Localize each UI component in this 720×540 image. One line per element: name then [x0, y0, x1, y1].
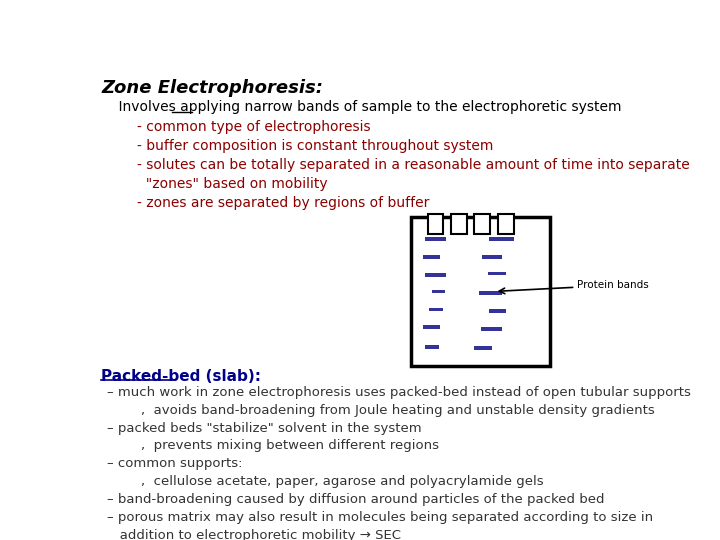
Bar	[474, 347, 492, 350]
Bar	[489, 237, 514, 241]
Bar	[423, 255, 440, 259]
Text: Packed-bed (slab):: Packed-bed (slab):	[101, 369, 261, 384]
Text: ,  cellulose acetate, paper, agarose and polyacrylamide gels: , cellulose acetate, paper, agarose and …	[107, 475, 544, 488]
Bar	[451, 214, 467, 234]
Bar	[411, 217, 550, 366]
Text: addition to electrophoretic mobility → SEC: addition to electrophoretic mobility → S…	[107, 529, 401, 540]
Text: – porous matrix may also result in molecules being separated according to size i: – porous matrix may also result in molec…	[107, 511, 653, 524]
Bar	[480, 291, 502, 295]
Text: Protein bands: Protein bands	[577, 280, 648, 290]
Text: – band-broadening caused by diffusion around particles of the packed bed: – band-broadening caused by diffusion ar…	[107, 493, 604, 506]
Bar	[481, 327, 503, 330]
Bar	[489, 309, 505, 313]
Text: Involves applying narrow bands of sample to the electrophoretic system: Involves applying narrow bands of sample…	[101, 100, 621, 114]
Bar	[425, 345, 438, 349]
Text: ,  prevents mixing between different regions: , prevents mixing between different regi…	[107, 440, 438, 453]
Text: - buffer composition is constant throughout system: - buffer composition is constant through…	[138, 139, 494, 153]
Bar	[488, 272, 506, 275]
Bar	[498, 214, 513, 234]
Bar	[482, 255, 502, 259]
Text: "zones" based on mobility: "zones" based on mobility	[138, 177, 328, 191]
Text: – packed beds "stabilize" solvent in the system: – packed beds "stabilize" solvent in the…	[107, 422, 421, 435]
Bar	[428, 214, 444, 234]
Bar	[429, 307, 443, 311]
Bar	[474, 214, 490, 234]
Bar	[426, 273, 446, 277]
Text: - zones are separated by regions of buffer: - zones are separated by regions of buff…	[138, 196, 430, 210]
Text: – common supports:: – common supports:	[107, 457, 242, 470]
Bar	[426, 237, 446, 241]
Bar	[423, 326, 440, 329]
Text: Zone Electrophoresis:: Zone Electrophoresis:	[101, 79, 323, 97]
Text: – much work in zone electrophoresis uses packed-bed instead of open tubular supp: – much work in zone electrophoresis uses…	[107, 386, 690, 399]
Text: - common type of electrophoresis: - common type of electrophoresis	[138, 120, 371, 134]
Text: - solutes can be totally separated in a reasonable amount of time into separate: - solutes can be totally separated in a …	[138, 158, 690, 172]
Text: ,  avoids band-broadening from Joule heating and unstable density gradients: , avoids band-broadening from Joule heat…	[107, 404, 654, 417]
Bar	[433, 289, 445, 293]
